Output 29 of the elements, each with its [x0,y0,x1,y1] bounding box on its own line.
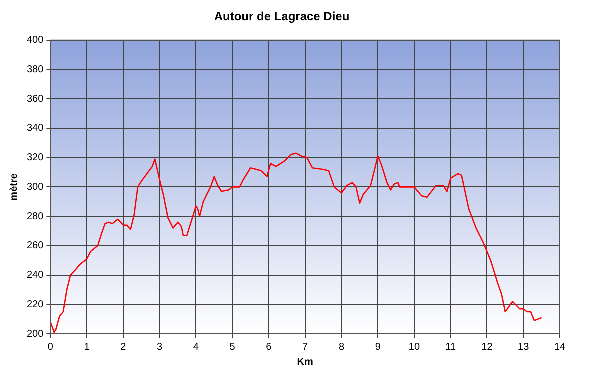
x-tick-label: 3 [157,342,164,353]
y-tick-label: 240 [26,270,44,282]
y-tick-label: 300 [26,182,44,193]
y-tick-label: 260 [26,240,44,252]
x-tick-label: 6 [266,342,272,353]
x-tick-label: 12 [482,342,494,353]
x-tick-label: 2 [120,342,127,353]
y-tick-label: 400 [26,35,44,46]
x-axis-title: Km [297,356,314,368]
y-tick-label: 340 [26,123,44,134]
x-tick-label: 14 [554,342,566,353]
y-tick-label: 320 [26,152,44,164]
x-tick-label: 10 [408,342,420,353]
y-tick-label: 220 [26,299,44,310]
x-tick-label: 9 [375,342,382,353]
x-tick-label: 8 [338,342,345,353]
x-tick-label: 0 [48,342,54,353]
x-tick-label: 7 [302,342,309,353]
x-tick-label: 5 [230,342,236,353]
x-tick-label: 1 [84,342,90,353]
y-tick-label: 380 [26,64,44,76]
chart-title: Autour de Lagrace Dieu [214,10,350,24]
y-tick-label: 280 [26,211,44,222]
x-tick-label: 4 [193,342,200,353]
x-tick-label: 13 [518,342,530,353]
x-tick-label: 11 [446,342,456,353]
y-axis-title: mètre [8,173,20,201]
y-tick-label: 200 [26,328,44,340]
y-tick-label: 360 [26,94,44,105]
